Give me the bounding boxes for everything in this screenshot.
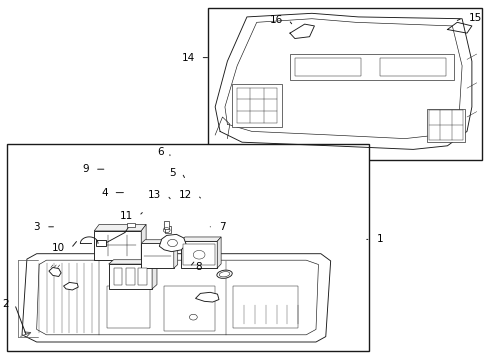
Ellipse shape <box>216 270 232 278</box>
Bar <box>207 8 481 160</box>
Bar <box>106 286 150 328</box>
Text: 5: 5 <box>169 168 176 178</box>
Bar <box>232 84 281 127</box>
Text: 8: 8 <box>195 262 202 272</box>
Text: 15: 15 <box>468 13 481 23</box>
Polygon shape <box>159 234 186 252</box>
Polygon shape <box>94 225 146 231</box>
Bar <box>181 241 217 268</box>
Bar <box>113 268 122 285</box>
Bar <box>426 109 464 142</box>
Bar <box>141 243 173 268</box>
Text: 11: 11 <box>120 211 133 221</box>
Polygon shape <box>173 240 177 268</box>
Bar <box>138 268 146 285</box>
Polygon shape <box>108 260 157 264</box>
Polygon shape <box>63 282 78 290</box>
Text: 4: 4 <box>101 188 107 198</box>
Text: 9: 9 <box>82 164 89 174</box>
Text: 16: 16 <box>269 15 282 25</box>
Text: 1: 1 <box>376 234 383 244</box>
Text: 14: 14 <box>181 53 194 63</box>
Bar <box>127 223 135 227</box>
Text: 13: 13 <box>148 190 161 200</box>
Bar <box>7 144 368 351</box>
Polygon shape <box>141 240 177 243</box>
Bar <box>95 240 106 246</box>
Bar <box>164 221 169 229</box>
Polygon shape <box>217 237 221 268</box>
Polygon shape <box>141 225 146 260</box>
Text: 2: 2 <box>2 299 9 309</box>
Text: 10: 10 <box>52 243 65 253</box>
Text: 7: 7 <box>219 222 225 232</box>
Bar <box>94 231 141 260</box>
Ellipse shape <box>219 271 229 277</box>
Bar <box>108 264 152 289</box>
Polygon shape <box>22 254 330 342</box>
Bar <box>380 58 445 76</box>
Bar <box>289 54 453 80</box>
Polygon shape <box>181 237 221 241</box>
Bar <box>165 226 171 233</box>
Bar <box>125 268 134 285</box>
Bar <box>233 286 298 328</box>
Text: 3: 3 <box>33 222 40 232</box>
Bar <box>164 286 215 331</box>
Polygon shape <box>152 260 157 289</box>
Bar <box>183 244 214 265</box>
Text: 6: 6 <box>157 147 163 157</box>
Polygon shape <box>195 292 219 302</box>
Polygon shape <box>49 267 61 276</box>
Bar <box>294 58 360 76</box>
Text: 12: 12 <box>178 190 191 200</box>
